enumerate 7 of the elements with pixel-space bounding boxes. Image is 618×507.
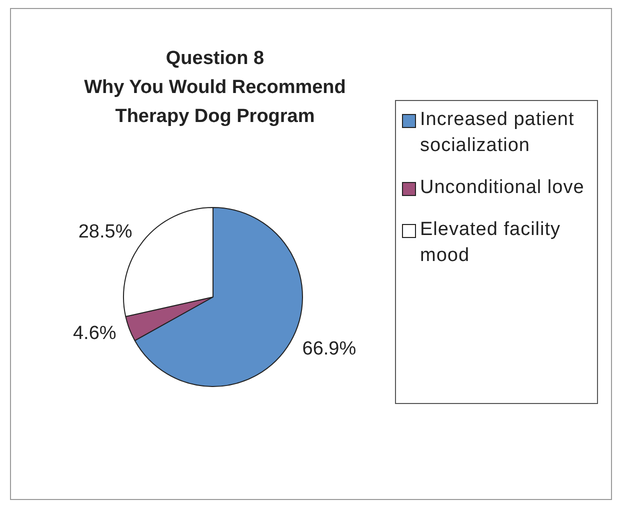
legend-label: Increased patient socialization xyxy=(420,108,576,158)
data-label: 66.9% xyxy=(302,338,356,360)
legend-label: Unconditional love xyxy=(420,176,584,200)
data-label: 28.5% xyxy=(78,222,132,243)
data-label: 4.6% xyxy=(72,323,116,344)
chart-title: Question 8 Why You Would Recommend Therapy Dog Program xyxy=(83,47,347,129)
legend-label: Elevated facility mood xyxy=(420,218,562,268)
